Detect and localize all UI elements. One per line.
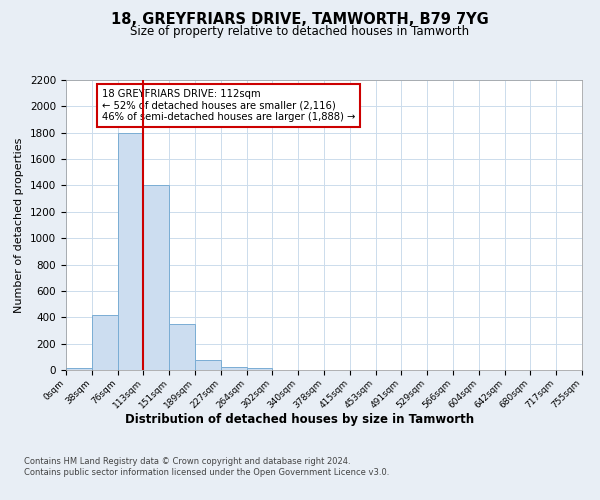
Bar: [195, 360, 221, 370]
Text: Contains HM Land Registry data © Crown copyright and database right 2024.
Contai: Contains HM Land Registry data © Crown c…: [24, 458, 389, 477]
Bar: [143, 186, 169, 370]
Bar: [169, 324, 195, 370]
Text: Distribution of detached houses by size in Tamworth: Distribution of detached houses by size …: [125, 412, 475, 426]
Text: 18, GREYFRIARS DRIVE, TAMWORTH, B79 7YG: 18, GREYFRIARS DRIVE, TAMWORTH, B79 7YG: [111, 12, 489, 28]
Text: 18 GREYFRIARS DRIVE: 112sqm
← 52% of detached houses are smaller (2,116)
46% of : 18 GREYFRIARS DRIVE: 112sqm ← 52% of det…: [102, 88, 355, 122]
Bar: [92, 314, 118, 370]
Bar: [221, 366, 247, 370]
Y-axis label: Number of detached properties: Number of detached properties: [14, 138, 25, 312]
Text: Size of property relative to detached houses in Tamworth: Size of property relative to detached ho…: [130, 25, 470, 38]
Bar: [118, 132, 143, 370]
Bar: [66, 368, 92, 370]
Bar: [247, 368, 272, 370]
